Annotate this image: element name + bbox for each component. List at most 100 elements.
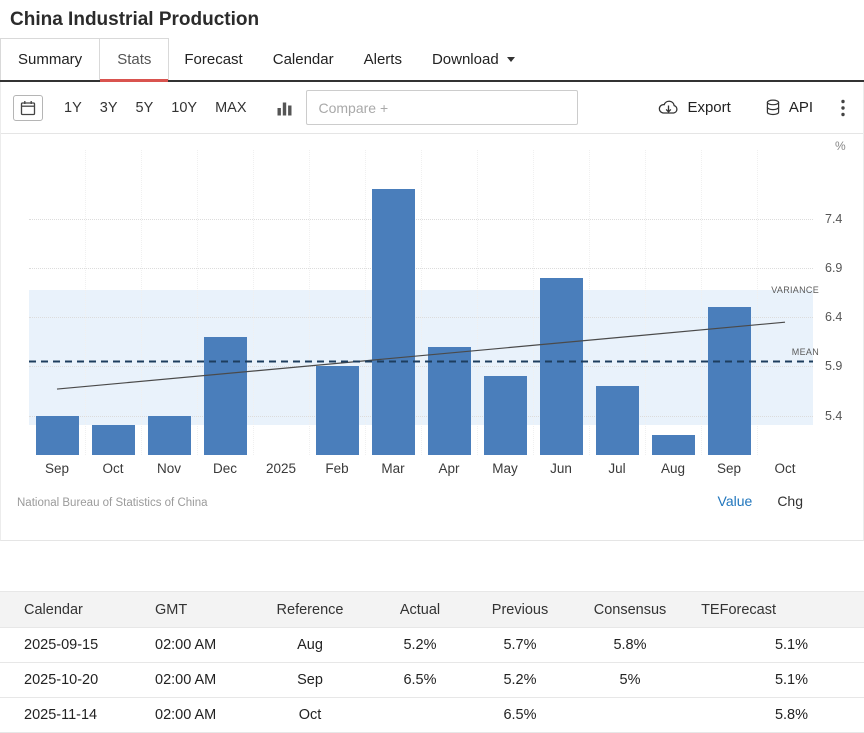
- column-header-reference: Reference: [250, 591, 370, 628]
- v-gridline: [421, 150, 422, 455]
- date-range-button[interactable]: [13, 94, 43, 121]
- cell-gmt: 02:00 AM: [130, 662, 250, 698]
- bar-feb-5[interactable]: [315, 366, 359, 455]
- chart-toolbar: 1Y 3Y 5Y 10Y MAX Export: [1, 82, 863, 134]
- bar-jun-9[interactable]: [539, 277, 583, 455]
- cell-reference: Aug: [250, 627, 370, 663]
- table-row[interactable]: 2025-09-15 02:00 AM Aug 5.2% 5.7% 5.8% 5…: [0, 627, 864, 663]
- x-axis-label: Aug: [660, 461, 686, 476]
- cell-consensus: [570, 697, 690, 733]
- value-toggle[interactable]: Value: [717, 493, 753, 509]
- calendar-icon: [20, 100, 36, 115]
- cell-actual: 5.2%: [370, 627, 470, 663]
- table-row[interactable]: 2025-11-14 02:00 AM Oct 6.5% 5.8%: [0, 697, 864, 733]
- cell-teforecast: 5.8%: [690, 697, 864, 733]
- bar-sep-0[interactable]: [35, 415, 79, 455]
- compare-input[interactable]: [306, 90, 579, 125]
- cloud-download-icon: [659, 100, 678, 114]
- cell-consensus: 5%: [570, 662, 690, 698]
- y-axis-label: 6.9: [825, 261, 843, 276]
- range-max-button[interactable]: MAX: [215, 99, 247, 116]
- v-gridline: [365, 150, 366, 455]
- h-gridline: [29, 268, 813, 270]
- cell-calendar: 2025-10-20: [0, 662, 130, 698]
- bar-apr-7[interactable]: [427, 346, 471, 455]
- v-gridline: [477, 150, 478, 455]
- chg-toggle[interactable]: Chg: [777, 493, 803, 509]
- bar-jul-10[interactable]: [595, 386, 639, 455]
- h-gridline: [29, 366, 813, 368]
- range-5y-button[interactable]: 5Y: [135, 99, 154, 116]
- y-axis-label: 6.4: [825, 310, 843, 325]
- tab-summary[interactable]: Summary: [18, 51, 83, 68]
- x-axis: Sep Oct Nov Dec 2025 Feb Mar Apr May Jun Jul Aug Sep…: [29, 461, 813, 481]
- cell-calendar: 2025-09-15: [0, 627, 130, 663]
- y-axis-label: 5.9: [825, 359, 843, 374]
- cell-reference: Sep: [250, 662, 370, 698]
- bar-sep-12[interactable]: [707, 307, 751, 455]
- cell-consensus: 5.8%: [570, 627, 690, 663]
- export-label: Export: [687, 99, 731, 116]
- x-axis-label: Sep: [44, 461, 70, 476]
- chevron-down-icon: [506, 56, 515, 62]
- x-axis-label: Oct: [774, 461, 796, 476]
- chart-card: 1Y 3Y 5Y 10Y MAX Export: [0, 82, 864, 541]
- x-axis-label: Sep: [716, 461, 742, 476]
- source-attribution: National Bureau of Statistics of China: [17, 497, 208, 509]
- cell-previous: 5.7%: [470, 627, 570, 663]
- h-gridline: [29, 218, 813, 220]
- bar-nov-2[interactable]: [147, 415, 191, 455]
- table-row[interactable]: 2025-10-20 02:00 AM Sep 6.5% 5.2% 5% 5.1…: [0, 662, 864, 698]
- bar-aug-11[interactable]: [651, 435, 695, 455]
- tab-stats[interactable]: Stats: [99, 39, 169, 82]
- tab-download[interactable]: Download: [417, 38, 530, 80]
- column-header-actual: Actual: [370, 591, 470, 628]
- mean-label: MEAN: [791, 346, 819, 357]
- x-axis-label: 2025: [265, 461, 297, 476]
- export-button[interactable]: Export: [658, 99, 731, 116]
- bar-mar-6[interactable]: [371, 189, 415, 455]
- tab-bar: Summary Stats Forecast Calendar Alerts D…: [0, 38, 864, 82]
- tab-calendar[interactable]: Calendar: [272, 50, 334, 68]
- cell-teforecast: 5.1%: [690, 662, 864, 698]
- v-gridline: [197, 150, 198, 455]
- y-axis-label: 7.4: [825, 211, 843, 226]
- v-gridline: [253, 150, 254, 455]
- kebab-menu-button[interactable]: [841, 99, 845, 117]
- y-axis-unit: %: [835, 139, 846, 153]
- kebab-icon: [841, 99, 845, 116]
- variance-label: VARIANCE: [771, 284, 819, 295]
- tab-alerts[interactable]: Alerts: [363, 50, 402, 68]
- x-axis-label: Jul: [608, 461, 626, 476]
- page-title: China Industrial Production: [10, 9, 260, 30]
- column-header-consensus: Consensus: [570, 591, 690, 628]
- v-gridline: [645, 150, 646, 455]
- plot-area: VARIANCE MEAN: [29, 150, 819, 455]
- v-gridline: [533, 150, 534, 455]
- cell-gmt: 02:00 AM: [130, 627, 250, 663]
- api-label: API: [788, 99, 813, 116]
- x-axis-label: Feb: [325, 461, 349, 476]
- x-axis-label: Apr: [438, 461, 460, 476]
- x-axis-label: Mar: [381, 461, 405, 476]
- api-button[interactable]: API: [765, 99, 813, 116]
- v-gridline: [701, 150, 702, 455]
- chart-type-button[interactable]: [277, 100, 292, 116]
- bar-may-8[interactable]: [483, 376, 527, 455]
- x-axis-label: Oct: [102, 461, 124, 476]
- calendar-table: Calendar GMT Reference Actual Previous C…: [0, 591, 864, 733]
- range-1y-button[interactable]: 1Y: [64, 99, 82, 116]
- v-gridline: [309, 150, 310, 455]
- tab-forecast[interactable]: Forecast: [184, 50, 243, 68]
- bar-oct-1[interactable]: [91, 425, 135, 455]
- range-3y-button[interactable]: 3Y: [99, 99, 118, 116]
- footer-links: Value Chg: [718, 493, 803, 509]
- tab-download-label: Download: [431, 50, 499, 68]
- bar-chart-icon: [277, 102, 292, 115]
- bar-dec-3[interactable]: [203, 336, 247, 455]
- cell-reference: Oct: [250, 697, 370, 733]
- range-10y-button[interactable]: 10Y: [171, 99, 198, 116]
- chart-area: VARIANCE MEAN Sep Oct Nov Dec 2025 Feb Mar Apr Ma…: [1, 134, 863, 480]
- y-axis: 5.4 5.9 6.4 6.9 7.4%: [825, 139, 863, 455]
- chart-lines: [29, 321, 813, 390]
